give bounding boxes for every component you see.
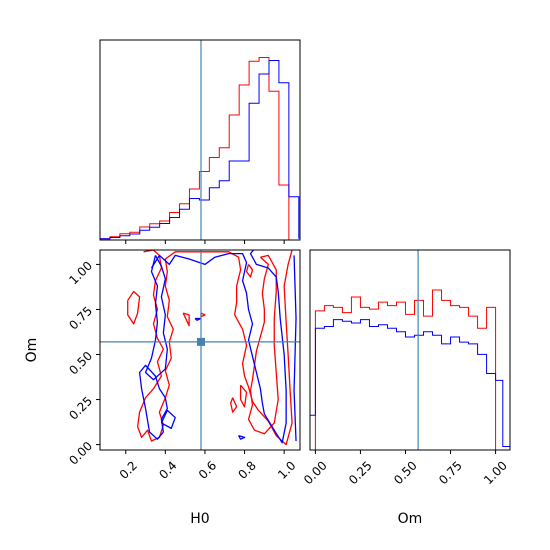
contour-x-tick-label-0.8: 0.8 [235,458,258,481]
contour-frame [99,249,301,451]
contour-y-tick-label-1.00: 1.00 [66,259,95,288]
contour-y-tick-label-0.00: 0.00 [66,439,95,468]
contour-x-tick-label-0.2: 0.2 [117,458,140,481]
x-axis-title-om: Om [398,511,423,527]
contour-series-1-line-7 [182,312,190,327]
contour-y-tick-label-0.25: 0.25 [66,394,95,423]
contour-series-2-line-3 [144,255,168,381]
contour-series-1-line-2 [136,250,293,446]
panel-h0-histogram [99,39,301,244]
contour-series-2-line-1 [138,364,168,440]
contour-x-tick-label-0.6: 0.6 [196,458,219,481]
h0-histogram-plot-area [100,40,300,240]
h0-histogram-series-1 [100,57,299,240]
x-axis-title-h0: H0 [190,511,209,527]
contour-series-1-line-4 [239,384,248,408]
contour-x-tick-label-1.0: 1.0 [275,458,298,481]
contour-series-2-line-5 [238,434,246,440]
om-histogram-plot-area [310,250,510,450]
contour-y-tick-label-0.75: 0.75 [66,304,95,333]
contour-series-1-line-3 [247,254,279,435]
contour-plot-area [100,250,300,450]
panel-om-histogram: 0.00 0.25 0.50 0.75 1.00 [301,249,511,487]
contour-y-tick-label-0.50: 0.50 [66,349,95,378]
om-hist-x-tick-label-0.50: 0.50 [391,458,420,487]
contour-series-1-line-1 [127,290,141,325]
contour-series-2-line-2 [150,250,287,444]
contour-series-2-line-7 [293,255,297,442]
contour-x-tick-label-0.4: 0.4 [156,458,179,481]
contour-series-2-line-4 [160,409,176,430]
om-histogram-series-1 [310,289,510,450]
h0-histogram-series-2 [100,60,300,240]
contour-truth-marker [196,337,205,346]
om-hist-x-tick-label-0.75: 0.75 [436,458,465,487]
om-histogram-frame [309,249,511,451]
contour-series-1-line-6 [245,264,254,278]
om-hist-x-tick-label-0.00: 0.00 [301,458,330,487]
y-axis-title-om: Om [24,338,40,363]
om-hist-x-tick-label-1.00: 1.00 [481,458,510,487]
om-histogram-series-2 [310,319,510,450]
om-hist-x-tick-label-0.25: 0.25 [346,458,375,487]
panel-h0-om-contour: 0.2 0.4 0.6 0.8 1.0 0.00 0.25 0.50 0.75 1.00 [66,249,301,482]
h0-histogram-frame [99,39,301,241]
contour-series-1-line-5 [230,397,238,413]
contour-series-2-line-6 [194,317,202,321]
